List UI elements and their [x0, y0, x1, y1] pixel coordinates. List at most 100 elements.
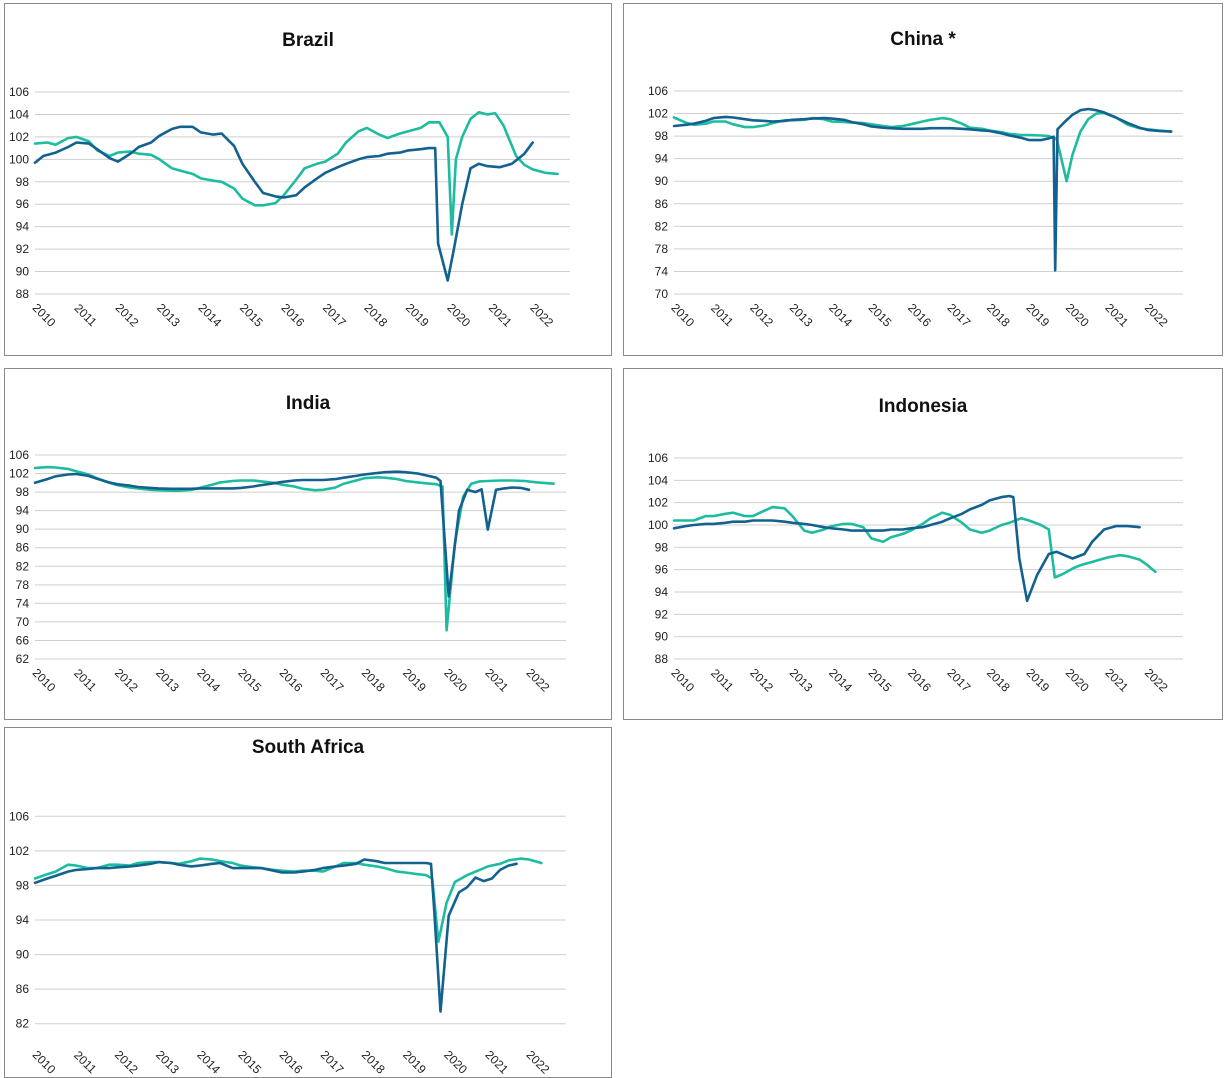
y-tick-label: 98	[655, 540, 669, 554]
x-tick-label: 2011	[71, 301, 99, 329]
y-tick-label: 94	[655, 152, 669, 166]
x-tick-label: 2020	[1063, 666, 1092, 695]
x-tick-label: 2021	[1102, 666, 1131, 695]
chart-panel-india: India 62 66 70 74 78 82 86 90 94 98 102 106 2010 2011 2…	[4, 368, 612, 720]
x-tick-label: 2015	[866, 666, 895, 695]
chart-panel-south-africa: South Africa 82 86 90 94 98 102 106 2010 2011 2012…	[4, 727, 612, 1078]
x-tick-label: 2010	[30, 1048, 59, 1077]
series-line-2	[33, 858, 518, 1013]
y-tick-label: 86	[16, 541, 30, 555]
y-tick-label: 70	[16, 615, 30, 629]
x-tick-label: 2014	[196, 301, 225, 330]
x-tick-label: 2022	[527, 301, 556, 330]
x-tick-label: 2022	[524, 666, 553, 695]
x-tick-label: 2021	[482, 1048, 511, 1077]
x-tick-label: 2010	[668, 666, 697, 695]
y-tick-label: 78	[655, 242, 669, 256]
x-tick-label: 2019	[400, 1048, 429, 1077]
series-line-2	[33, 125, 534, 282]
x-tick-label: 2016	[277, 1048, 306, 1077]
y-tick-label: 104	[9, 107, 29, 121]
x-tick-label: 2012	[747, 301, 776, 330]
x-tick-label: 2013	[153, 666, 182, 695]
y-tick-label: 96	[16, 197, 30, 211]
x-tick-label: 2020	[441, 1048, 470, 1077]
x-tick-label: 2021	[486, 301, 515, 330]
y-tick-label: 92	[655, 607, 669, 621]
y-tick-label: 98	[655, 129, 669, 143]
x-tick-label: 2019	[1023, 301, 1052, 330]
x-tick-label: 2012	[113, 301, 142, 330]
y-tick-label: 82	[655, 219, 669, 233]
x-tick-label: 2011	[71, 1048, 99, 1076]
x-tick-label: 2011	[71, 666, 99, 694]
x-tick-label: 2018	[984, 301, 1013, 330]
y-tick-label: 98	[16, 485, 30, 499]
x-tick-label: 2012	[112, 666, 141, 695]
x-tick-label: 2017	[318, 666, 347, 695]
x-tick-label: 2015	[866, 301, 895, 330]
y-tick-label: 106	[9, 809, 29, 823]
y-tick-label: 94	[655, 585, 669, 599]
x-tick-label: 2018	[359, 666, 388, 695]
y-tick-label: 94	[16, 504, 30, 518]
y-tick-label: 74	[16, 596, 30, 610]
chart-svg: China * 70 74 78 82 86 90 94 98 102 106 2010 2011 201…	[648, 29, 1183, 330]
x-tick-label: 2020	[441, 666, 470, 695]
y-tick-label: 106	[9, 85, 29, 99]
y-tick-label: 88	[655, 652, 669, 666]
y-tick-label: 100	[648, 518, 668, 532]
x-tick-label: 2016	[905, 301, 934, 330]
y-tick-label: 66	[16, 633, 30, 647]
x-tick-label: 2018	[984, 666, 1013, 695]
x-tick-label: 2017	[318, 1048, 347, 1077]
series-line-2	[672, 107, 1173, 272]
x-tick-label: 2013	[154, 301, 183, 330]
x-tick-label: 2013	[787, 301, 816, 330]
y-tick-label: 82	[16, 1017, 30, 1031]
y-tick-label: 106	[648, 84, 668, 98]
y-tick-label: 90	[16, 522, 30, 536]
x-tick-label: 2016	[277, 666, 306, 695]
series-line-1	[33, 110, 559, 236]
y-tick-label: 86	[655, 197, 669, 211]
y-tick-label: 104	[648, 473, 668, 487]
chart-svg: Indonesia 88 90 92 94 96 98 100 102 104 106 2010 201…	[648, 396, 1183, 695]
chart-title: South Africa	[252, 737, 365, 758]
series-line-1	[33, 857, 543, 943]
x-tick-label: 2017	[945, 666, 974, 695]
x-tick-label: 2022	[1142, 666, 1171, 695]
x-tick-label: 2021	[482, 666, 511, 695]
x-tick-label: 2017	[945, 301, 974, 330]
x-tick-label: 2012	[747, 666, 776, 695]
x-tick-label: 2022	[524, 1048, 553, 1077]
y-tick-label: 106	[648, 451, 668, 465]
y-tick-label: 94	[16, 220, 30, 234]
y-tick-label: 92	[16, 242, 30, 256]
x-tick-label: 2014	[194, 1048, 223, 1077]
y-tick-label: 106	[9, 448, 29, 462]
x-tick-label: 2011	[708, 301, 736, 329]
y-tick-label: 86	[16, 982, 30, 996]
y-tick-label: 90	[655, 174, 669, 188]
chart-svg: India 62 66 70 74 78 82 86 90 94 98 102 106 2010 2011 2…	[9, 393, 566, 695]
y-tick-label: 82	[16, 559, 30, 573]
y-tick-label: 98	[16, 175, 30, 189]
y-tick-label: 102	[9, 130, 29, 144]
x-tick-label: 2020	[444, 301, 473, 330]
x-tick-label: 2017	[320, 301, 349, 330]
x-tick-label: 2015	[235, 1048, 264, 1077]
x-tick-label: 2010	[668, 301, 697, 330]
y-tick-label: 70	[655, 287, 669, 301]
x-tick-label: 2021	[1102, 301, 1131, 330]
chart-title: India	[286, 393, 331, 414]
series-line-1	[672, 505, 1157, 579]
y-tick-label: 96	[655, 563, 669, 577]
x-tick-label: 2019	[400, 666, 429, 695]
x-tick-label: 2018	[361, 301, 390, 330]
y-tick-label: 100	[9, 152, 29, 166]
chart-svg: Brazil 88 90 92 94 96 98 100 102 104 106 2010 2011 20…	[9, 30, 570, 330]
x-tick-label: 2019	[403, 301, 432, 330]
x-tick-label: 2014	[826, 301, 855, 330]
y-tick-label: 62	[16, 652, 30, 666]
